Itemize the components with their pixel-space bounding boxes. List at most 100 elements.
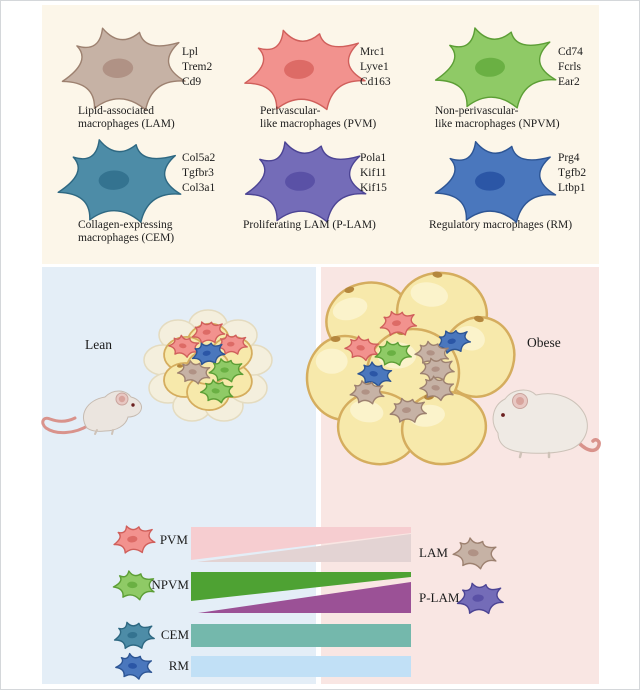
gene: Pola1: [360, 152, 387, 164]
cem-chart-label: CEM: [160, 627, 189, 642]
cem-gene-list: Col5a2 Tgfbr3 Col3a1: [182, 151, 215, 196]
npvm-macrophage-cell: [113, 570, 156, 601]
rm-name-line1: Regulatory macrophages (RM): [429, 219, 573, 231]
lam-name-line1: Lipid-associated: [78, 105, 155, 117]
cem-macrophage-cell: [113, 620, 155, 650]
obese-mouse-feet: [518, 451, 551, 459]
lean-label: Lean: [85, 337, 112, 352]
gene: Cd74: [558, 46, 583, 58]
rm-chart-label: RM: [168, 658, 189, 673]
adipocyte-spot: [473, 315, 484, 323]
pvm-macrophage-cell: [379, 309, 417, 337]
lean-mouse-tail: [41, 416, 91, 434]
gene: Kif15: [360, 182, 387, 194]
pvm-abundance-wedge: [191, 527, 411, 560]
npvm-name-line1: Non-perivascular-: [435, 105, 519, 117]
pvm-chart-label: PVM: [159, 532, 188, 547]
gene: Tgfbr3: [182, 167, 214, 179]
rm-macrophage-cell: [115, 652, 153, 680]
npvm-macrophage-cell: [433, 24, 557, 112]
lam-macrophage-cell: [419, 375, 455, 402]
obese-mouse-eye: [501, 413, 505, 417]
gene: Lpl: [182, 46, 198, 58]
rm-macrophage-cell: [190, 340, 226, 367]
gene: Lyve1: [360, 61, 389, 73]
obese-mouse-body: [492, 389, 588, 454]
obese-mouse-tail: [577, 438, 601, 453]
obese-mouse-inner-ear: [516, 397, 524, 405]
rm-abundance-bar: [191, 656, 411, 677]
cem-name-line1: Collagen-expressing: [78, 219, 173, 231]
lam-chart-label: LAM: [419, 545, 448, 560]
plam-name-label: Proliferating LAM (P-LAM): [243, 219, 376, 232]
rm-macrophage-cell: [434, 139, 557, 225]
pvm-macrophage-cell: [167, 334, 200, 359]
rm-name-label: Regulatory macrophages (RM): [429, 219, 572, 232]
pvm-macrophage-cell: [190, 319, 225, 345]
pvm-macrophage-cell: [344, 335, 380, 362]
pvm-name-line1: Perivascular-: [260, 105, 321, 117]
gene: Cd163: [360, 76, 391, 88]
pvm-macrophage-cell: [241, 25, 366, 115]
npvm-name-line2: like macrophages (NPVM): [435, 118, 560, 130]
plam-chart-label: P-LAM: [419, 590, 460, 605]
lam-macrophage-cell: [177, 360, 212, 385]
obese-mouse-illustration: [492, 389, 601, 459]
adipocyte-spot: [177, 364, 183, 368]
lean-mouse-feet: [94, 429, 114, 435]
rm-gene-list: Prg4 Tgfb2 Ltbp1: [558, 151, 586, 196]
gene: Col5a2: [182, 152, 216, 164]
lam-name-line2: macrophages (LAM): [78, 118, 175, 130]
rm-macrophage-cell: [356, 360, 393, 388]
pvm-name-label: Perivascular- like macrophages (PVM): [260, 105, 376, 131]
gene: Mrc1: [360, 46, 385, 58]
gene: Cd9: [182, 76, 202, 88]
plam-macrophage-cell: [456, 581, 504, 615]
lam-macrophage-cell: [389, 397, 427, 424]
rm-macrophage-cell: [434, 327, 472, 356]
plam-name-line1: Proliferating LAM (P-LAM): [243, 219, 376, 231]
npvm-chart-label: NPVM: [151, 577, 189, 592]
npvm-gene-list: Cd74 Fcrls Ear2: [558, 45, 583, 90]
lam-macrophage-cell: [350, 381, 384, 404]
npvm-macrophage-cell: [374, 340, 411, 366]
gene: Trem2: [182, 61, 213, 73]
cem-abundance-bar: [191, 624, 411, 647]
npvm-abundance-wedge: [191, 572, 411, 601]
gene: Prg4: [558, 152, 580, 164]
gene: Fcrls: [558, 61, 581, 73]
npvm-macrophage-cell: [209, 359, 243, 382]
gene: Col3a1: [182, 182, 216, 194]
gene: Kif11: [360, 167, 387, 179]
pvm-macrophage-cell: [216, 333, 247, 356]
lean-mouse-body: [82, 390, 142, 432]
pvm-macrophage-cell: [112, 523, 155, 555]
pvm-name-line2: like macrophages (PVM): [260, 118, 377, 130]
gene: Tgfb2: [558, 167, 587, 179]
plam-gene-list: Pola1 Kif11 Kif15: [360, 151, 387, 196]
plam-abundance-wedge: [198, 582, 411, 613]
cem-name-label: Collagen-expressing macrophages (CEM): [78, 219, 174, 245]
lean-mouse-eye: [131, 403, 135, 407]
lam-macrophage-cell: [452, 536, 498, 570]
macrophage-cells-layer: [56, 24, 557, 680]
lam-abundance-wedge: [197, 534, 411, 562]
npvm-macrophage-cell: [200, 379, 234, 404]
adipocyte-spot: [344, 286, 355, 294]
lam-macrophage-cell: [60, 24, 187, 114]
lam-gene-list: Lpl Trem2 Cd9: [182, 45, 212, 90]
gene: Ltbp1: [558, 182, 586, 194]
cem-macrophage-cell: [56, 137, 181, 225]
lean-mouse-inner-ear: [118, 395, 126, 403]
lam-name-label: Lipid-associated macrophages (LAM): [78, 105, 175, 131]
lean-mouse-illustration: [41, 390, 142, 435]
pvm-gene-list: Mrc1 Lyve1 Cd163: [360, 45, 391, 90]
npvm-name-label: Non-perivascular- like macrophages (NPVM…: [435, 105, 560, 131]
cem-name-line2: macrophages (CEM): [78, 232, 175, 244]
plam-macrophage-cell: [243, 138, 367, 226]
adipocyte-spot: [432, 271, 443, 278]
adipocyte-spot: [330, 336, 341, 342]
gene: Ear2: [558, 76, 580, 88]
